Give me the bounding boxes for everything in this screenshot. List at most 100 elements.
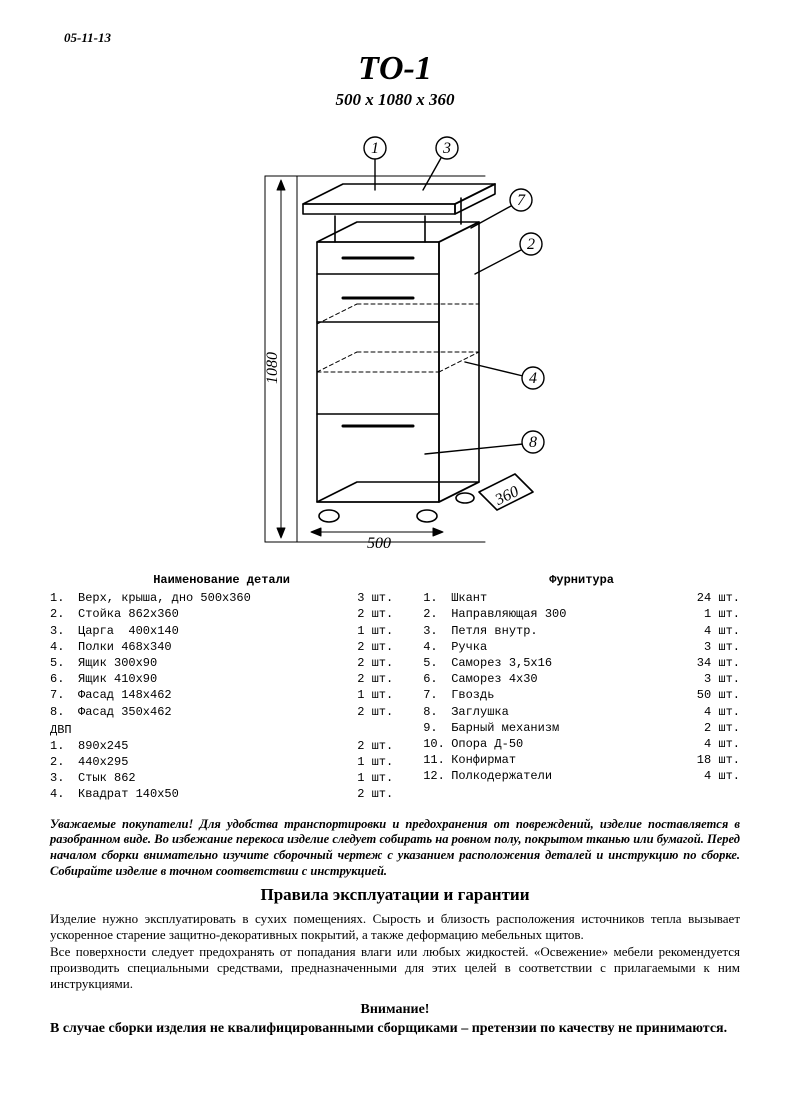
hardware-row: 3.Петля внутр.4 шт. xyxy=(423,623,740,639)
item-qty: 2 шт. xyxy=(333,639,393,655)
rules-body: Изделие нужно эксплуатировать в сухих по… xyxy=(50,911,740,992)
dvp-row: 3.Стык 8621 шт. xyxy=(50,770,393,786)
dim-depth: 360 xyxy=(492,483,522,509)
item-name: Саморез 4х30 xyxy=(451,671,680,687)
rules-heading: Правила эксплуатации и гарантии xyxy=(50,885,740,905)
item-number: 5. xyxy=(50,655,78,671)
item-qty: 24 шт. xyxy=(680,590,740,606)
dvp-header: ДВП xyxy=(50,722,393,738)
item-number: 5. xyxy=(423,655,451,671)
callout-1: 1 xyxy=(371,140,379,157)
item-qty: 1 шт. xyxy=(333,770,393,786)
item-name: Квадрат 140х50 xyxy=(78,786,333,802)
item-name: Ящик 410х90 xyxy=(78,671,333,687)
item-qty: 3 шт. xyxy=(680,639,740,655)
item-number: 9. xyxy=(423,720,451,736)
parts-header: Наименование детали xyxy=(50,572,393,588)
item-number: 1. xyxy=(423,590,451,606)
item-qty: 2 шт. xyxy=(333,786,393,802)
model-dimensions: 500 x 1080 x 360 xyxy=(50,90,740,110)
callout-4: 4 xyxy=(529,370,537,387)
hardware-row: 1.Шкант24 шт. xyxy=(423,590,740,606)
item-name: Ручка xyxy=(451,639,680,655)
item-qty: 2 шт. xyxy=(680,720,740,736)
item-name: Конфирмат xyxy=(451,752,680,768)
hardware-row: 9.Барный механизм2 шт. xyxy=(423,720,740,736)
item-number: 3. xyxy=(423,623,451,639)
buyer-note: Уважаемые покупатели! Для удобства транс… xyxy=(50,817,740,880)
item-name: 440х295 xyxy=(78,754,333,770)
item-number: 1. xyxy=(50,738,78,754)
item-qty: 4 шт. xyxy=(680,623,740,639)
item-number: 2. xyxy=(423,606,451,622)
item-name: Направляющая 300 xyxy=(451,606,680,622)
parts-column: Наименование детали 1.Верх, крыша, дно 5… xyxy=(50,572,393,803)
hardware-column: Фурнитура 1.Шкант24 шт.2.Направляющая 30… xyxy=(423,572,740,803)
spec-lists: Наименование детали 1.Верх, крыша, дно 5… xyxy=(50,572,740,803)
item-number: 7. xyxy=(423,687,451,703)
hardware-row: 4.Ручка3 шт. xyxy=(423,639,740,655)
callout-7: 7 xyxy=(517,192,526,209)
item-name: Барный механизм xyxy=(451,720,680,736)
dim-height: 1080 xyxy=(264,352,281,384)
attention-body: В случае сборки изделия не квалифицирова… xyxy=(50,1020,740,1038)
item-qty: 3 шт. xyxy=(333,590,393,606)
hardware-row: 12.Полкодержатели4 шт. xyxy=(423,768,740,784)
hardware-row: 8.Заглушка4 шт. xyxy=(423,704,740,720)
hardware-row: 10.Опора Д-504 шт. xyxy=(423,736,740,752)
dim-width: 500 xyxy=(367,535,391,552)
item-name: Фасад 148х462 xyxy=(78,687,333,703)
item-qty: 2 шт. xyxy=(333,738,393,754)
item-qty: 50 шт. xyxy=(680,687,740,703)
parts-row: 6.Ящик 410х902 шт. xyxy=(50,671,393,687)
parts-row: 3.Царга 400х1401 шт. xyxy=(50,623,393,639)
parts-row: 7.Фасад 148х4621 шт. xyxy=(50,687,393,703)
item-number: 4. xyxy=(50,639,78,655)
callout-3: 3 xyxy=(442,140,451,157)
hardware-row: 6.Саморез 4х303 шт. xyxy=(423,671,740,687)
item-number: 3. xyxy=(50,623,78,639)
item-number: 12. xyxy=(423,768,451,784)
item-qty: 4 шт. xyxy=(680,704,740,720)
item-number: 4. xyxy=(50,786,78,802)
item-number: 8. xyxy=(50,704,78,720)
item-name: Опора Д-50 xyxy=(451,736,680,752)
attention-heading: Внимание! xyxy=(50,1002,740,1018)
item-number: 6. xyxy=(423,671,451,687)
parts-row: 8.Фасад 350х4622 шт. xyxy=(50,704,393,720)
item-name: Заглушка xyxy=(451,704,680,720)
parts-row: 5.Ящик 300х902 шт. xyxy=(50,655,393,671)
item-number: 10. xyxy=(423,736,451,752)
hardware-header: Фурнитура xyxy=(423,572,740,588)
item-qty: 1 шт. xyxy=(333,754,393,770)
item-name: Фасад 350х462 xyxy=(78,704,333,720)
item-qty: 2 шт. xyxy=(333,606,393,622)
item-number: 2. xyxy=(50,606,78,622)
item-number: 8. xyxy=(423,704,451,720)
parts-row: 1.Верх, крыша, дно 500х3603 шт. xyxy=(50,590,393,606)
item-name: Ящик 300х90 xyxy=(78,655,333,671)
hardware-row: 11.Конфирмат18 шт. xyxy=(423,752,740,768)
item-qty: 34 шт. xyxy=(680,655,740,671)
callout-8: 8 xyxy=(529,434,537,451)
dvp-row: 1.890х2452 шт. xyxy=(50,738,393,754)
item-number: 2. xyxy=(50,754,78,770)
item-qty: 2 шт. xyxy=(333,671,393,687)
hardware-row: 2.Направляющая 3001 шт. xyxy=(423,606,740,622)
item-name: Стык 862 xyxy=(78,770,333,786)
item-number: 1. xyxy=(50,590,78,606)
item-qty: 3 шт. xyxy=(680,671,740,687)
item-number: 11. xyxy=(423,752,451,768)
item-number: 3. xyxy=(50,770,78,786)
item-name: Верх, крыша, дно 500х360 xyxy=(78,590,333,606)
parts-row: 2.Стойка 862х3602 шт. xyxy=(50,606,393,622)
item-qty: 2 шт. xyxy=(333,704,393,720)
item-qty: 2 шт. xyxy=(333,655,393,671)
dvp-row: 2.440х2951 шт. xyxy=(50,754,393,770)
model-name: ТО-1 xyxy=(50,52,740,86)
item-name: Петля внутр. xyxy=(451,623,680,639)
item-name: Царга 400х140 xyxy=(78,623,333,639)
item-qty: 18 шт. xyxy=(680,752,740,768)
item-name: Полки 468х340 xyxy=(78,639,333,655)
item-qty: 1 шт. xyxy=(333,687,393,703)
